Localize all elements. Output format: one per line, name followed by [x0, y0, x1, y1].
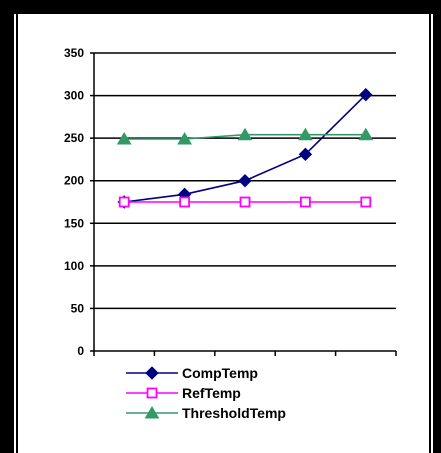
data-point-thresholdtemp	[298, 127, 313, 141]
data-point-thresholdtemp	[237, 127, 253, 141]
y-tick-label: 150	[64, 216, 84, 230]
y-tick-label: 250	[64, 131, 84, 145]
y-tick-label: 200	[64, 174, 84, 188]
data-point-comptemp	[298, 147, 313, 162]
chart-legend: CompTemp RefTemp ThresholdTemp	[126, 365, 286, 421]
y-tick-label: 50	[71, 301, 85, 315]
legend-marker-comptemp	[145, 366, 159, 380]
legend-label-comptemp: CompTemp	[182, 365, 258, 381]
frame-left-border	[0, 0, 14, 453]
data-point-thresholdtemp	[116, 132, 132, 145]
data-point-reftemp	[299, 196, 311, 208]
y-tick-label: 350	[64, 46, 84, 60]
frame-top-border	[0, 0, 441, 14]
data-point-reftemp	[179, 196, 191, 208]
data-point-reftemp	[118, 196, 130, 208]
data-point-thresholdtemp	[358, 127, 374, 141]
legend-label-reftemp: RefTemp	[182, 385, 241, 401]
data-point-reftemp	[239, 196, 251, 208]
data-point-thresholdtemp	[177, 132, 192, 145]
frame-inner-left-line	[16, 14, 18, 453]
data-point-comptemp	[359, 88, 373, 102]
y-tick-label: 0	[77, 344, 84, 358]
legend-marker-thresholdtemp	[144, 406, 160, 419]
data-point-comptemp	[238, 174, 252, 188]
y-tick-label: 300	[64, 89, 84, 103]
frame-inner-right-line	[429, 14, 431, 453]
y-tick-label: 100	[64, 259, 84, 273]
legend-marker-reftemp	[146, 387, 158, 399]
data-point-reftemp	[360, 196, 372, 208]
plot-area: 0 50 100 150 200 250 300 350	[64, 46, 397, 358]
legend-label-thresholdtemp: ThresholdTemp	[182, 405, 286, 421]
frame-right-border	[433, 0, 441, 453]
